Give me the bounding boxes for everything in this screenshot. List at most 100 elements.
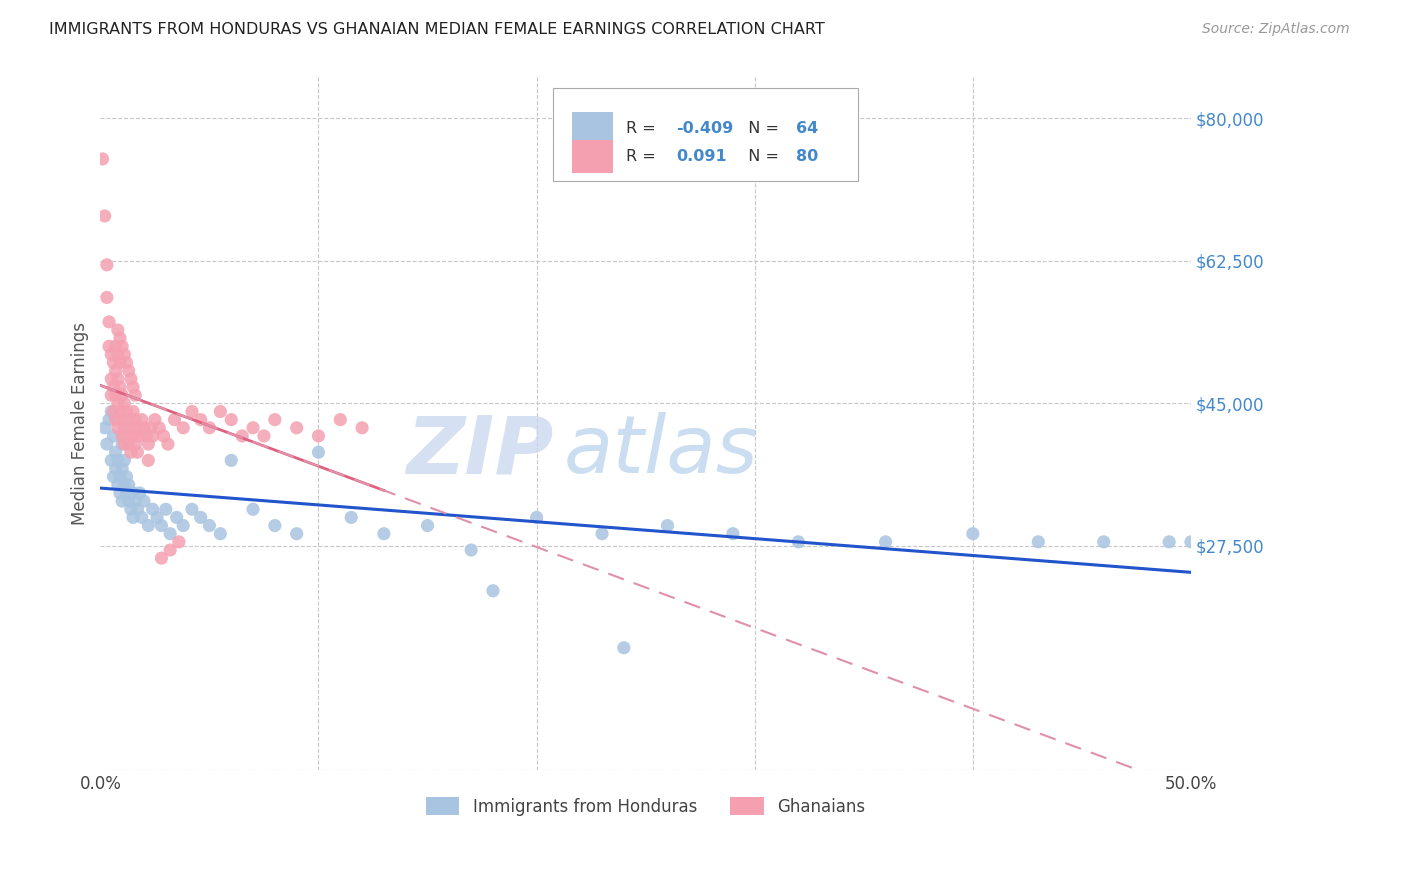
Point	[108, 380, 131, 394]
Point	[111, 437, 134, 451]
Point	[127, 502, 149, 516]
Point	[159, 526, 181, 541]
Point	[613, 640, 636, 655]
Point	[111, 461, 134, 475]
Point	[657, 518, 679, 533]
Legend: Immigrants from Honduras, Ghanaians: Immigrants from Honduras, Ghanaians	[418, 789, 873, 824]
Point	[108, 356, 131, 370]
Point	[340, 510, 363, 524]
Point	[416, 518, 439, 533]
Point	[100, 372, 122, 386]
Point	[128, 429, 150, 443]
Point	[104, 461, 127, 475]
Point	[148, 421, 170, 435]
Point	[285, 526, 308, 541]
Point	[1180, 534, 1202, 549]
Point	[111, 388, 134, 402]
Point	[111, 494, 134, 508]
Text: 64: 64	[796, 121, 818, 136]
Point	[112, 453, 135, 467]
Point	[460, 543, 482, 558]
Point	[107, 323, 129, 337]
Point	[253, 429, 276, 443]
Point	[138, 518, 160, 533]
Point	[231, 429, 253, 443]
Point	[107, 347, 129, 361]
Point	[98, 412, 121, 426]
Point	[139, 421, 162, 435]
Text: 80: 80	[796, 149, 818, 164]
Point	[127, 421, 149, 435]
Point	[111, 412, 134, 426]
Point	[198, 421, 221, 435]
Point	[118, 478, 141, 492]
Point	[120, 445, 142, 459]
Text: IMMIGRANTS FROM HONDURAS VS GHANAIAN MEDIAN FEMALE EARNINGS CORRELATION CHART: IMMIGRANTS FROM HONDURAS VS GHANAIAN MED…	[49, 22, 825, 37]
Point	[263, 518, 285, 533]
Point	[122, 429, 145, 443]
Point	[100, 453, 122, 467]
Point	[308, 429, 330, 443]
Text: Source: ZipAtlas.com: Source: ZipAtlas.com	[1202, 22, 1350, 37]
Point	[103, 356, 125, 370]
Point	[115, 469, 138, 483]
Point	[122, 404, 145, 418]
Point	[721, 526, 744, 541]
Point	[152, 429, 174, 443]
Text: R =: R =	[626, 121, 661, 136]
Point	[131, 412, 153, 426]
Point	[167, 534, 190, 549]
Point	[329, 412, 352, 426]
Point	[159, 543, 181, 558]
Point	[263, 412, 285, 426]
Point	[242, 502, 264, 516]
Point	[103, 429, 125, 443]
Text: N =: N =	[738, 149, 785, 164]
Point	[112, 478, 135, 492]
Point	[198, 518, 221, 533]
Point	[104, 445, 127, 459]
Point	[135, 429, 157, 443]
Point	[112, 396, 135, 410]
Point	[118, 412, 141, 426]
Point	[146, 510, 169, 524]
Point	[181, 502, 204, 516]
Point	[107, 396, 129, 410]
Point	[111, 339, 134, 353]
Point	[1159, 534, 1181, 549]
Point	[482, 583, 505, 598]
Point	[172, 518, 194, 533]
Point	[107, 478, 129, 492]
Point	[373, 526, 395, 541]
Point	[107, 421, 129, 435]
Point	[104, 412, 127, 426]
Point	[143, 412, 166, 426]
Point	[142, 429, 165, 443]
Point	[962, 526, 984, 541]
Point	[190, 412, 212, 426]
Point	[96, 290, 118, 304]
Point	[112, 421, 135, 435]
Text: 0.091: 0.091	[676, 149, 727, 164]
Point	[122, 486, 145, 500]
Point	[181, 404, 204, 418]
Point	[308, 445, 330, 459]
Point	[112, 347, 135, 361]
Point	[131, 510, 153, 524]
Point	[104, 339, 127, 353]
Point	[285, 421, 308, 435]
Point	[115, 404, 138, 418]
Point	[96, 437, 118, 451]
Point	[118, 494, 141, 508]
Point	[124, 437, 146, 451]
Point	[115, 356, 138, 370]
Point	[93, 421, 115, 435]
Text: atlas: atlas	[564, 412, 759, 491]
Point	[787, 534, 810, 549]
Point	[108, 404, 131, 418]
Point	[163, 412, 186, 426]
Point	[142, 502, 165, 516]
Point	[127, 445, 149, 459]
Text: R =: R =	[626, 149, 661, 164]
Point	[93, 209, 115, 223]
